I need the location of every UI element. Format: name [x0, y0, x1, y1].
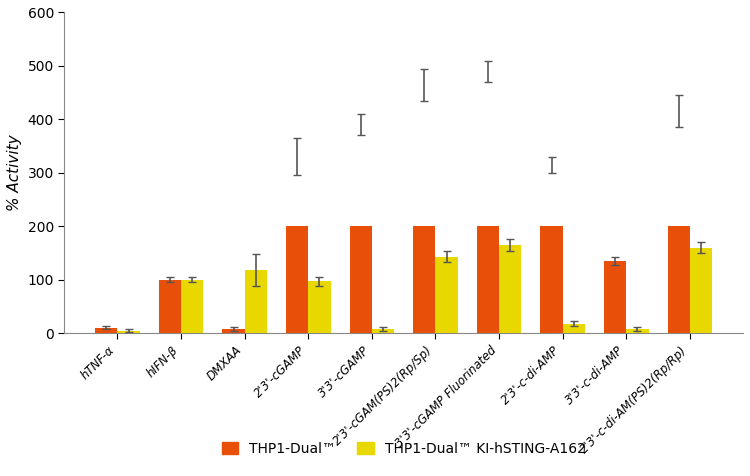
Bar — [350, 226, 372, 333]
Bar — [159, 280, 181, 333]
Bar — [413, 226, 436, 333]
Bar — [562, 324, 585, 333]
Bar — [690, 248, 712, 333]
Bar — [477, 226, 499, 333]
Legend: THP1-Dual™, THP1-Dual™ KI-hSTING-A162: THP1-Dual™, THP1-Dual™ KI-hSTING-A162 — [216, 436, 591, 462]
Bar — [244, 270, 267, 333]
Bar — [436, 257, 457, 333]
Bar — [499, 245, 521, 333]
Bar — [372, 329, 394, 333]
Bar — [604, 261, 626, 333]
Bar — [286, 226, 308, 333]
Bar — [541, 226, 562, 333]
Bar — [222, 329, 245, 333]
Bar — [118, 330, 140, 333]
Bar — [626, 329, 649, 333]
Bar — [181, 280, 203, 333]
Bar — [308, 281, 331, 333]
Y-axis label: % Activity: % Activity — [7, 135, 22, 211]
Bar — [95, 328, 118, 333]
Bar — [668, 226, 690, 333]
